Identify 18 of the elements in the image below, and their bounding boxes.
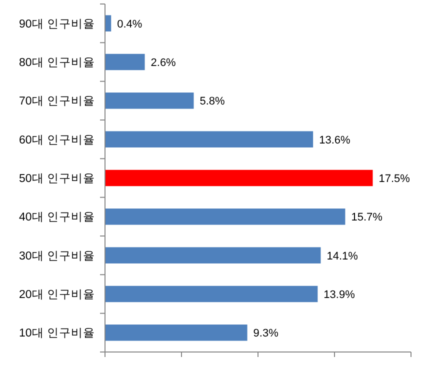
y-tick-label: 80대 인구비율 — [19, 57, 95, 69]
data-label: 13.9% — [324, 289, 356, 301]
data-label: 17.5% — [378, 173, 410, 185]
data-label: 14.1% — [326, 250, 358, 262]
data-label: 13.6% — [319, 134, 350, 146]
y-tick-label: 20대 인구비율 — [19, 289, 95, 301]
data-label: 0.4% — [117, 18, 142, 30]
y-tick-label: 30대 인구비율 — [19, 250, 95, 262]
data-label: 5.8% — [200, 96, 226, 108]
data-label: 9.3% — [253, 328, 279, 340]
y-tick-label: 40대 인구비율 — [19, 212, 95, 224]
data-label: 15.7% — [351, 212, 383, 224]
y-tick-label: 90대 인구비율 — [19, 18, 95, 30]
data-label: 2.6% — [150, 57, 176, 69]
y-tick-label: 50대 인구비율 — [19, 173, 95, 185]
y-tick-label: 70대 인구비율 — [19, 96, 95, 108]
y-tick-label: 60대 인구비율 — [19, 134, 95, 146]
y-tick-label: 10대 인구비율 — [19, 328, 95, 340]
